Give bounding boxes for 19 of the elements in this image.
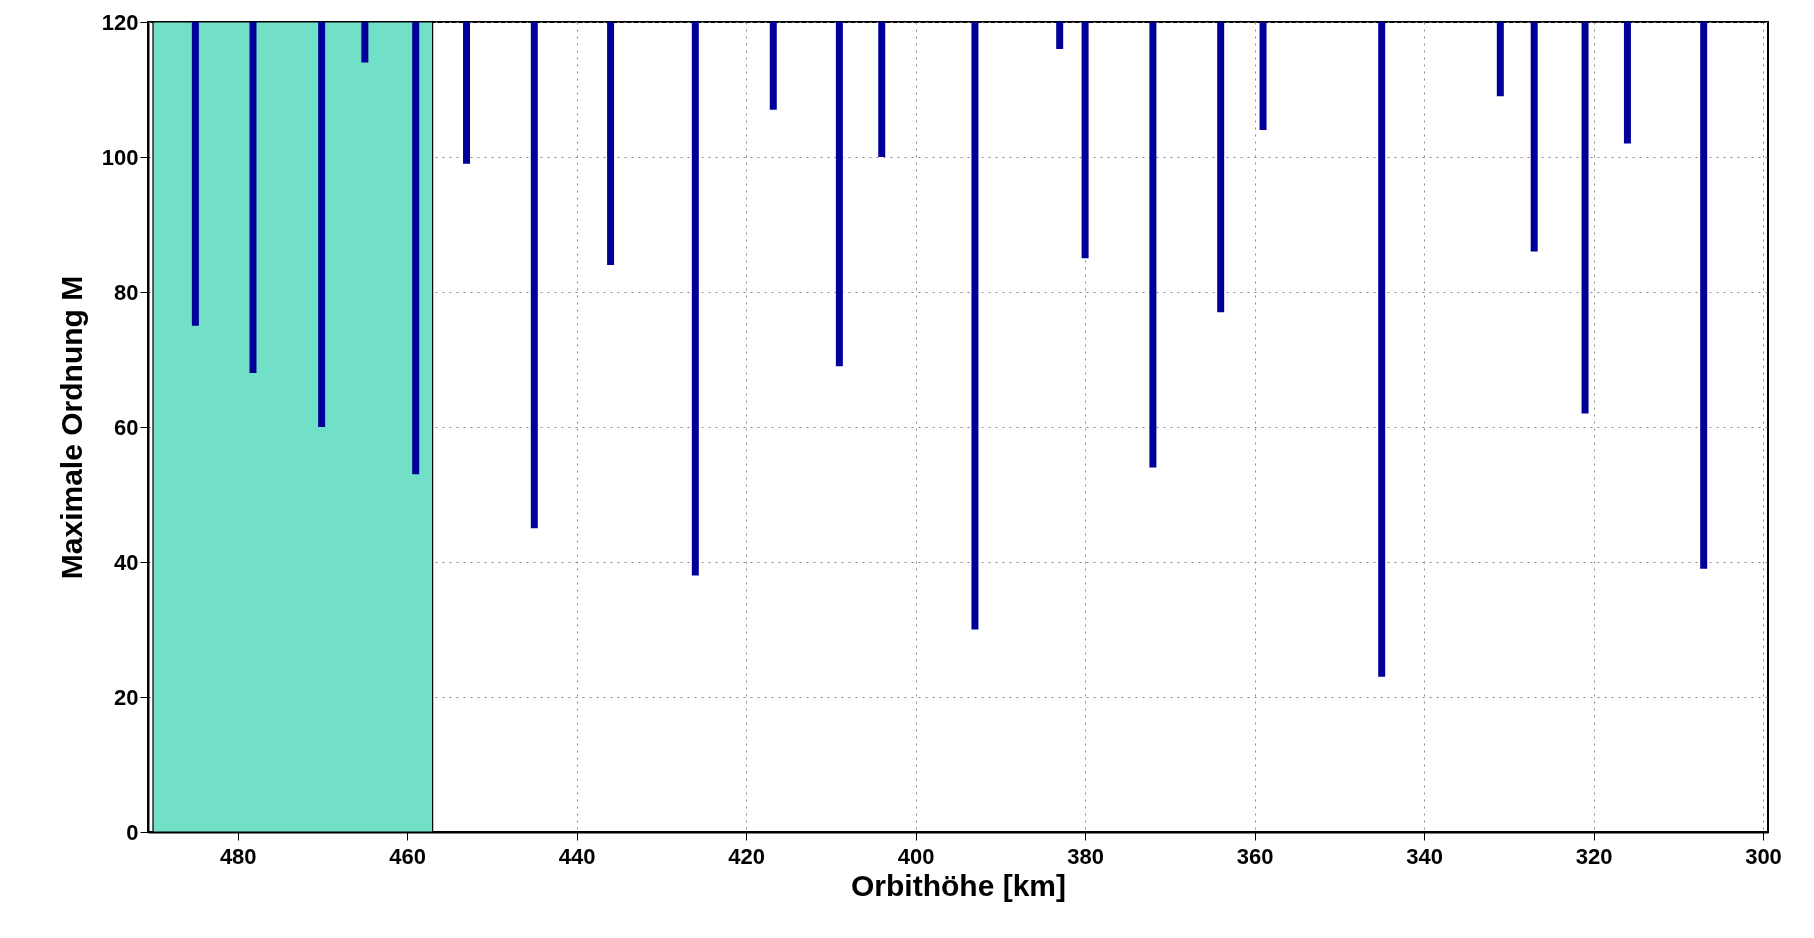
y-tick-label: 120 [101,9,139,35]
y-axis-title: Maximale Ordnung M [54,275,88,580]
y-tick-label: 40 [114,549,139,575]
x-tick-label: 300 [1745,843,1782,869]
y-tick-label: 100 [101,144,139,170]
y-tick-label: 0 [126,819,139,845]
x-tick-label: 380 [1067,843,1104,869]
y-tick-label: 60 [114,414,139,440]
y-tick-label: 80 [114,279,139,305]
x-tick-label: 360 [1236,843,1274,869]
x-tick-label: 400 [897,843,935,869]
y-tick-label: 20 [114,684,139,710]
x-axis-title: Orbithöhe [km] [851,868,1066,902]
x-tick-label: 480 [219,843,257,869]
x-tick-label: 460 [389,843,427,869]
x-tick-label: 320 [1575,843,1613,869]
x-tick-label: 420 [728,843,766,869]
x-tick-label: 440 [558,843,596,869]
x-tick-label: 340 [1406,843,1443,869]
